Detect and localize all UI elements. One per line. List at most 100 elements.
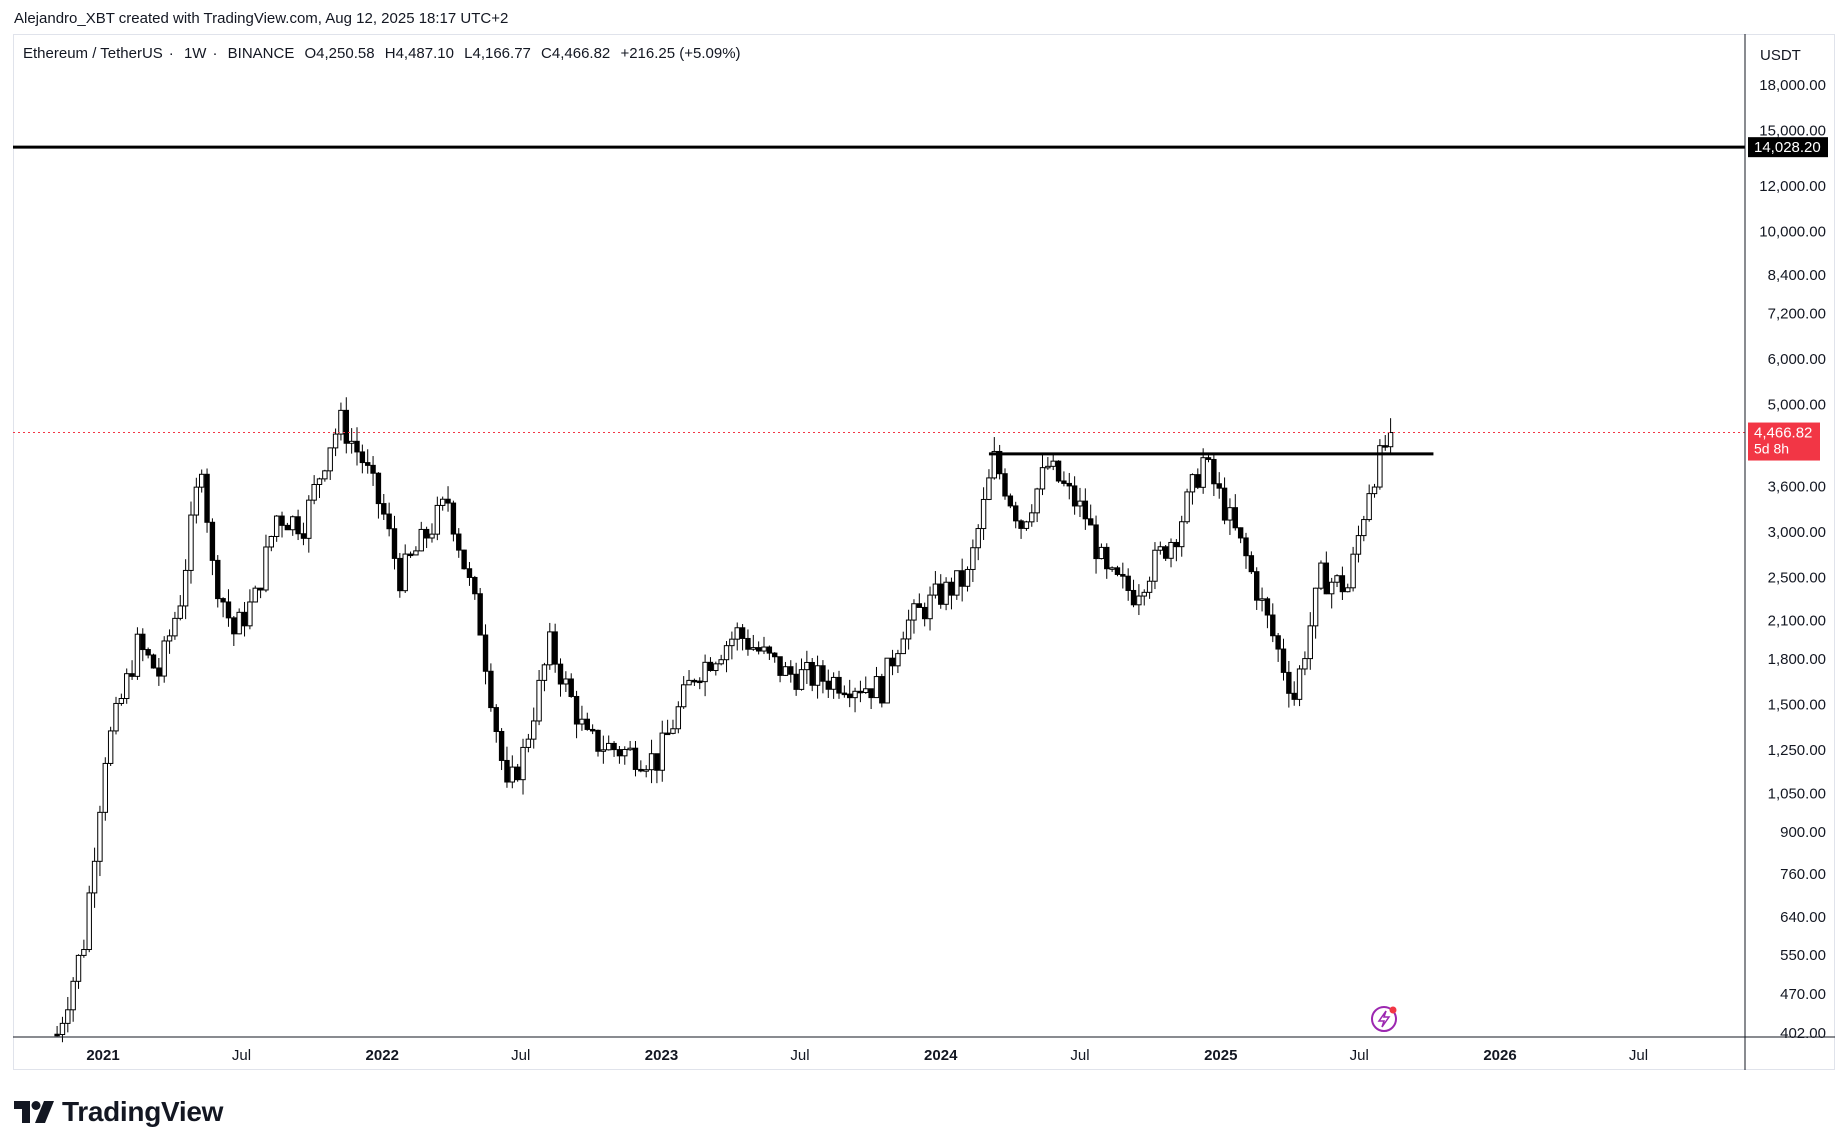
candle bbox=[65, 996, 71, 1033]
price-tick-label: 8,400.00 bbox=[1768, 267, 1826, 284]
candle bbox=[220, 597, 226, 618]
candle bbox=[782, 661, 789, 676]
candle bbox=[241, 601, 248, 637]
candle bbox=[59, 1016, 66, 1043]
open-value: 4,250.58 bbox=[316, 45, 375, 62]
candle bbox=[680, 676, 687, 709]
tradingview-logo[interactable]: TradingView bbox=[14, 1096, 223, 1128]
candle bbox=[365, 449, 371, 474]
candle bbox=[1146, 576, 1153, 599]
candle bbox=[836, 670, 842, 699]
candle bbox=[1045, 457, 1051, 470]
low-value: 4,166.77 bbox=[472, 45, 531, 62]
candle bbox=[557, 658, 564, 697]
candle bbox=[1296, 665, 1303, 707]
candle bbox=[1125, 568, 1131, 601]
candle bbox=[954, 570, 960, 600]
candle bbox=[124, 668, 130, 704]
candle bbox=[1179, 515, 1185, 557]
candle bbox=[568, 673, 574, 698]
currency-label[interactable]: USDT bbox=[1760, 47, 1801, 64]
price-tick-label: 12,000.00 bbox=[1759, 178, 1826, 195]
candle bbox=[852, 687, 858, 713]
candle bbox=[215, 555, 221, 608]
target-price-label-text: 14,028.20 bbox=[1754, 139, 1821, 156]
candle bbox=[686, 670, 692, 686]
candle bbox=[402, 544, 408, 593]
candle bbox=[456, 528, 462, 558]
candle bbox=[1323, 551, 1330, 595]
candle bbox=[118, 693, 125, 706]
candle bbox=[279, 511, 285, 538]
candle bbox=[986, 469, 992, 501]
time-tick-label: Jul bbox=[790, 1047, 809, 1064]
candle bbox=[552, 623, 558, 673]
candle bbox=[723, 641, 730, 673]
candle bbox=[188, 501, 194, 584]
candle bbox=[311, 475, 317, 505]
candle bbox=[472, 575, 478, 600]
candle bbox=[745, 629, 751, 656]
candle bbox=[1264, 596, 1271, 629]
candle bbox=[1002, 468, 1008, 500]
candle bbox=[873, 666, 880, 699]
candle bbox=[1227, 498, 1233, 535]
candle bbox=[675, 701, 682, 734]
candle bbox=[595, 729, 601, 757]
time-tick-label: 2024 bbox=[924, 1047, 958, 1064]
candle bbox=[1018, 519, 1024, 539]
candle bbox=[172, 611, 178, 640]
candle bbox=[1050, 453, 1056, 471]
candle bbox=[1302, 651, 1308, 676]
candle bbox=[648, 739, 655, 784]
candle bbox=[129, 660, 135, 680]
candle bbox=[793, 662, 799, 696]
candle bbox=[145, 647, 151, 659]
price-tick-label: 2,500.00 bbox=[1768, 569, 1826, 586]
legend-separator: · bbox=[212, 45, 218, 62]
candle bbox=[391, 515, 398, 570]
time-tick-label: 2023 bbox=[645, 1047, 678, 1064]
price-tick-label: 1,050.00 bbox=[1768, 786, 1826, 803]
time-axis[interactable]: 2021 Jul 2022 Jul 2023 Jul 2024 Jul 2025 Jul 2026 J… bbox=[86, 1047, 1648, 1064]
candle bbox=[895, 649, 901, 674]
candle bbox=[1114, 565, 1121, 577]
candle bbox=[1184, 488, 1190, 524]
close-label: C bbox=[541, 45, 552, 62]
candle bbox=[461, 549, 467, 570]
price-axis[interactable]: 18,000.00 15,000.00 12,000.00 10,000.00 8,40… bbox=[1759, 77, 1826, 1042]
candle bbox=[707, 657, 714, 672]
candle bbox=[943, 577, 949, 611]
candle bbox=[418, 521, 424, 552]
candle bbox=[739, 624, 746, 651]
candle bbox=[370, 456, 376, 486]
legend-separator: · bbox=[168, 45, 174, 62]
candle bbox=[589, 724, 596, 735]
candle bbox=[638, 760, 644, 773]
candle bbox=[1173, 539, 1180, 562]
candle bbox=[622, 746, 628, 765]
price-tick-label: 2,100.00 bbox=[1768, 613, 1826, 630]
candle bbox=[1371, 483, 1378, 498]
candle bbox=[107, 726, 114, 766]
time-tick-label: Jul bbox=[232, 1047, 251, 1064]
candle bbox=[664, 719, 671, 736]
open-label: O bbox=[304, 45, 317, 62]
candle bbox=[772, 652, 778, 663]
candle bbox=[1216, 472, 1222, 499]
candle bbox=[375, 472, 382, 519]
candle bbox=[257, 587, 264, 599]
candle bbox=[1339, 566, 1346, 600]
candle bbox=[911, 599, 917, 634]
symbol-legend[interactable]: Ethereum / TetherUS · 1W · BINANCE O4,250.… bbox=[23, 45, 747, 62]
candle bbox=[102, 757, 108, 821]
lightning-icon[interactable] bbox=[1371, 1006, 1397, 1032]
candle bbox=[1157, 541, 1164, 555]
candle bbox=[1232, 494, 1238, 531]
candle bbox=[670, 719, 676, 735]
candle bbox=[996, 444, 1003, 480]
time-tick-label: Jul bbox=[511, 1047, 530, 1064]
candle bbox=[397, 552, 403, 598]
candle bbox=[1275, 633, 1281, 662]
